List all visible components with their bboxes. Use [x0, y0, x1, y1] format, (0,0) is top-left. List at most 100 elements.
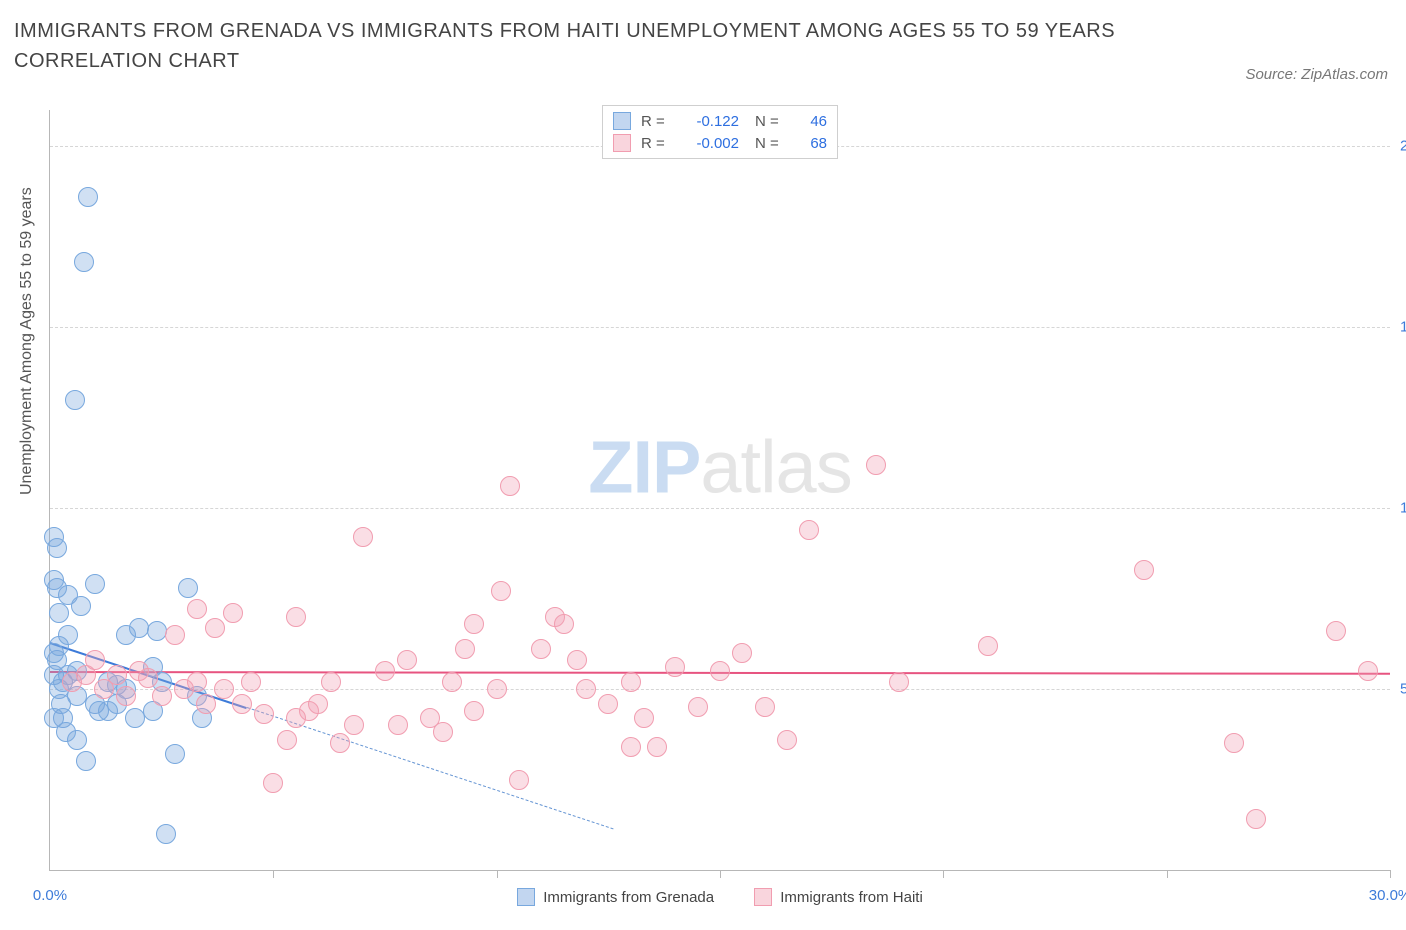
- data-point: [732, 643, 752, 663]
- data-point: [665, 657, 685, 677]
- data-point: [353, 527, 373, 547]
- data-point: [647, 737, 667, 757]
- data-point: [598, 694, 618, 714]
- data-point: [509, 770, 529, 790]
- data-point: [1224, 733, 1244, 753]
- data-point: [187, 599, 207, 619]
- data-point: [223, 603, 243, 623]
- data-point: [241, 672, 261, 692]
- data-point: [49, 603, 69, 623]
- data-point: [433, 722, 453, 742]
- legend-row: R = -0.002 N = 68: [613, 132, 827, 154]
- data-point: [344, 715, 364, 735]
- data-point: [78, 187, 98, 207]
- data-point: [397, 650, 417, 670]
- data-point: [178, 578, 198, 598]
- data-point: [85, 574, 105, 594]
- data-point: [286, 607, 306, 627]
- data-point: [442, 672, 462, 692]
- data-point: [755, 697, 775, 717]
- data-point: [464, 701, 484, 721]
- data-point: [1358, 661, 1378, 681]
- data-point: [388, 715, 408, 735]
- data-point: [576, 679, 596, 699]
- data-point: [866, 455, 886, 475]
- data-point: [621, 737, 641, 757]
- x-tick-label: 30.0%: [1369, 887, 1406, 904]
- n-value: 46: [797, 113, 827, 130]
- data-point: [71, 596, 91, 616]
- data-point: [254, 704, 274, 724]
- data-point: [152, 686, 172, 706]
- data-point: [165, 744, 185, 764]
- r-value: -0.002: [683, 135, 739, 152]
- data-point: [44, 570, 64, 590]
- watermark-atlas: atlas: [700, 426, 851, 509]
- x-tick: [943, 870, 944, 878]
- data-point: [44, 527, 64, 547]
- data-point: [56, 722, 76, 742]
- data-point: [1134, 560, 1154, 580]
- data-point: [205, 618, 225, 638]
- data-point: [116, 686, 136, 706]
- data-point: [777, 730, 797, 750]
- data-point: [688, 697, 708, 717]
- x-tick: [273, 870, 274, 878]
- x-tick: [1390, 870, 1391, 878]
- data-point: [107, 665, 127, 685]
- data-point: [455, 639, 475, 659]
- chart-container: IMMIGRANTS FROM GRENADA VS IMMIGRANTS FR…: [0, 0, 1406, 930]
- n-label: N =: [755, 113, 787, 130]
- r-label: R =: [641, 135, 673, 152]
- data-point: [263, 773, 283, 793]
- data-point: [196, 694, 216, 714]
- data-point: [76, 751, 96, 771]
- series1-swatch-icon: [517, 888, 535, 906]
- data-point: [129, 618, 149, 638]
- n-label: N =: [755, 135, 787, 152]
- x-tick: [497, 870, 498, 878]
- data-point: [375, 661, 395, 681]
- r-value: -0.122: [683, 113, 739, 130]
- data-point: [286, 708, 306, 728]
- data-point: [156, 824, 176, 844]
- data-point: [308, 694, 328, 714]
- grid-line: [50, 327, 1390, 328]
- plot-area: ZIPatlas R = -0.122 N = 46 R = -0.002 N …: [49, 110, 1390, 871]
- y-tick-label: 5.0%: [1390, 681, 1406, 698]
- x-tick-label: 0.0%: [33, 887, 67, 904]
- y-tick-label: 10.0%: [1390, 500, 1406, 517]
- data-point: [187, 672, 207, 692]
- data-point: [531, 639, 551, 659]
- y-tick-label: 15.0%: [1390, 319, 1406, 336]
- watermark-zip: ZIP: [588, 426, 700, 509]
- data-point: [567, 650, 587, 670]
- data-point: [621, 672, 641, 692]
- series-legend: Immigrants from Grenada Immigrants from …: [50, 888, 1390, 910]
- data-point: [978, 636, 998, 656]
- data-point: [58, 625, 78, 645]
- legend-label: Immigrants from Grenada: [543, 889, 714, 906]
- data-point: [277, 730, 297, 750]
- data-point: [74, 252, 94, 272]
- legend-row: R = -0.122 N = 46: [613, 110, 827, 132]
- data-point: [1246, 809, 1266, 829]
- data-point: [330, 733, 350, 753]
- series2-swatch-icon: [613, 134, 631, 152]
- x-tick: [720, 870, 721, 878]
- data-point: [487, 679, 507, 699]
- data-point: [138, 668, 158, 688]
- legend-label: Immigrants from Haiti: [780, 889, 923, 906]
- data-point: [889, 672, 909, 692]
- data-point: [710, 661, 730, 681]
- data-point: [799, 520, 819, 540]
- data-point: [554, 614, 574, 634]
- n-value: 68: [797, 135, 827, 152]
- legend-item: Immigrants from Grenada: [517, 888, 714, 906]
- data-point: [634, 708, 654, 728]
- r-label: R =: [641, 113, 673, 130]
- data-point: [491, 581, 511, 601]
- data-point: [464, 614, 484, 634]
- data-point: [500, 476, 520, 496]
- legend-item: Immigrants from Haiti: [754, 888, 923, 906]
